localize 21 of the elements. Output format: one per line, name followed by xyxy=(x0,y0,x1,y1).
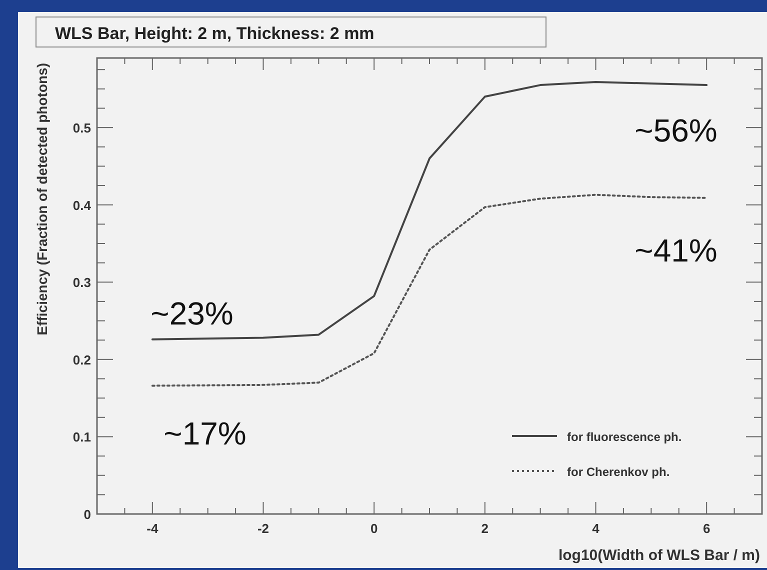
annotation: ~41% xyxy=(634,232,718,268)
legend-label: for fluorescence ph. xyxy=(567,430,682,444)
y-tick-label: 0.1 xyxy=(72,430,91,445)
annotation: ~23% xyxy=(150,295,234,332)
annotation: ~17% xyxy=(164,415,246,452)
x-axis-title: log10(Width of WLS Bar / m) xyxy=(558,547,760,564)
annotation: ~56% xyxy=(634,112,718,148)
y-tick-label: 0.2 xyxy=(72,352,91,368)
y-tick-label: 0.4 xyxy=(72,198,92,213)
x-tick-label: 2 xyxy=(481,521,489,536)
y-axis-title: Efficiency (Fraction of detected photons) xyxy=(34,63,50,336)
x-tick-label: -2 xyxy=(257,521,270,536)
x-tick-label: 4 xyxy=(592,521,600,536)
chart-title: WLS Bar, Height: 2 m, Thickness: 2 mm xyxy=(55,24,374,43)
y-tick-label: 0 xyxy=(84,507,91,522)
x-tick-label: 0 xyxy=(370,521,378,536)
legend-label: for Cherenkov ph. xyxy=(567,465,670,479)
y-tick-label: 0.3 xyxy=(72,275,91,290)
x-tick-label: -4 xyxy=(146,521,159,536)
x-tick-label: 6 xyxy=(702,521,710,536)
y-tick-label: 0.5 xyxy=(72,120,91,136)
